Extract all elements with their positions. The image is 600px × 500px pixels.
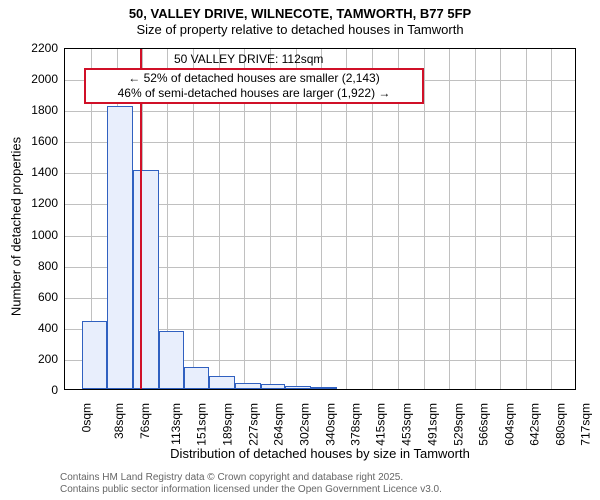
x-tick-label: 189sqm [221, 403, 235, 446]
x-tick-label: 302sqm [298, 403, 312, 446]
y-tick-label: 1800 [20, 103, 58, 117]
y-tick-label: 1600 [20, 134, 58, 148]
gridline-v [526, 49, 527, 389]
y-tick-label: 600 [20, 290, 58, 304]
histogram-bar [285, 386, 311, 389]
chart-titles: 50, VALLEY DRIVE, WILNECOTE, TAMWORTH, B… [0, 0, 600, 39]
footer-line-2: Contains public sector information licen… [60, 484, 442, 496]
annotation-line-1: ← 52% of detached houses are smaller (2,… [92, 71, 416, 86]
x-tick-label: 529sqm [451, 403, 465, 446]
y-tick-label: 200 [20, 352, 58, 366]
histogram-bar [107, 106, 133, 389]
histogram-bar [133, 170, 159, 389]
footer: Contains HM Land Registry data © Crown c… [60, 472, 442, 496]
x-tick-label: 227sqm [247, 403, 261, 446]
x-tick-label: 642sqm [528, 403, 542, 446]
chart-root: { "titles": { "line1": "50, VALLEY DRIVE… [0, 0, 600, 500]
y-tick-label: 1400 [20, 165, 58, 179]
x-tick-label: 415sqm [374, 403, 388, 446]
annotation-box: ← 52% of detached houses are smaller (2,… [84, 68, 424, 104]
x-tick-label: 680sqm [554, 403, 568, 446]
gridline-v [449, 49, 450, 389]
histogram-bar [82, 321, 107, 389]
x-tick-label: 491sqm [426, 403, 440, 446]
y-tick-label: 400 [20, 321, 58, 335]
x-tick-label: 76sqm [138, 403, 152, 439]
y-tick-label: 800 [20, 259, 58, 273]
y-tick-label: 2000 [20, 72, 58, 86]
x-tick-label: 566sqm [477, 403, 491, 446]
x-tick-label: 151sqm [195, 403, 209, 446]
title-line-2: Size of property relative to detached ho… [0, 22, 600, 38]
x-tick-label: 340sqm [323, 403, 337, 446]
histogram-bar [159, 331, 185, 389]
y-tick-label: 1000 [20, 228, 58, 242]
y-tick-label: 1200 [20, 196, 58, 210]
x-tick-label: 38sqm [112, 403, 126, 439]
gridline-v [500, 49, 501, 389]
histogram-bar [261, 384, 285, 389]
gridline-v [551, 49, 552, 389]
x-axis-title: Distribution of detached houses by size … [64, 446, 576, 461]
title-line-1: 50, VALLEY DRIVE, WILNECOTE, TAMWORTH, B… [0, 6, 600, 22]
annotation-line-2: 46% of semi-detached houses are larger (… [92, 86, 416, 101]
x-tick-label: 378sqm [349, 403, 363, 446]
gridline-v [475, 49, 476, 389]
x-tick-label: 113sqm [168, 403, 182, 445]
x-tick-label: 717sqm [579, 403, 593, 446]
histogram-bar [184, 367, 209, 389]
y-tick-label: 0 [20, 383, 58, 397]
annotation-header: 50 VALLEY DRIVE: 112sqm [174, 52, 323, 66]
x-tick-label: 264sqm [272, 403, 286, 446]
footer-line-1: Contains HM Land Registry data © Crown c… [60, 472, 442, 484]
x-tick-label: 0sqm [79, 403, 93, 432]
y-tick-label: 2200 [20, 41, 58, 55]
histogram-bar [311, 387, 337, 389]
histogram-bar [209, 376, 235, 389]
histogram-bar [235, 383, 261, 389]
x-tick-label: 604sqm [502, 403, 516, 446]
x-tick-label: 453sqm [400, 403, 414, 446]
